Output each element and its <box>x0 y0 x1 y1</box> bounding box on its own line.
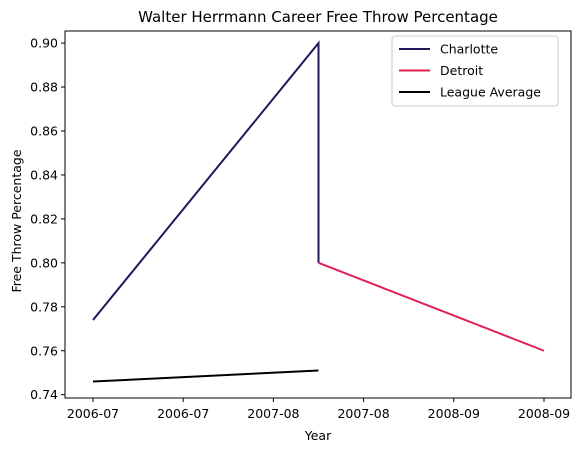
y-tick-label: 0.84 <box>30 167 58 182</box>
y-tick-label: 0.78 <box>30 299 58 314</box>
x-tick-label: 2007-08 <box>337 406 389 421</box>
y-axis-title: Free Throw Percentage <box>9 149 24 292</box>
y-tick-label: 0.80 <box>30 255 58 270</box>
x-tick-label: 2006-07 <box>157 406 209 421</box>
legend-label-detroit: Detroit <box>440 63 483 78</box>
legend: Charlotte Detroit League Average <box>391 35 559 107</box>
series-line-detroit <box>318 261 545 352</box>
y-tick-label: 0.88 <box>30 80 58 95</box>
legend-label-charlotte: Charlotte <box>440 42 498 57</box>
y-tick-label: 0.76 <box>30 343 58 358</box>
series-line-charlotte <box>92 40 320 321</box>
x-tick-label: 2007-08 <box>247 406 299 421</box>
y-axis: 0.74 0.76 0.78 0.80 0.82 0.84 0.86 0.88 0.90 <box>30 36 65 402</box>
x-tick-label: 2008-09 <box>518 406 570 421</box>
x-axis: 2006-07 2006-07 2007-08 2007-08 2008-09 2008-… <box>67 398 570 421</box>
legend-label-league-average: League Average <box>440 85 541 100</box>
x-tick-label: 2008-09 <box>428 406 480 421</box>
chart-title: Walter Herrmann Career Free Throw Percen… <box>138 8 498 26</box>
y-tick-label: 0.90 <box>30 36 58 51</box>
x-axis-title: Year <box>304 428 332 443</box>
y-tick-label: 0.86 <box>30 123 58 138</box>
plot-frame <box>64 30 572 399</box>
plot-area <box>64 30 572 399</box>
y-tick-label: 0.82 <box>30 211 58 226</box>
legend-box <box>391 35 559 107</box>
x-tick-label: 2006-07 <box>67 406 119 421</box>
y-tick-label: 0.74 <box>30 387 58 402</box>
series-line-league-average <box>92 369 319 383</box>
series-layer <box>92 40 545 383</box>
